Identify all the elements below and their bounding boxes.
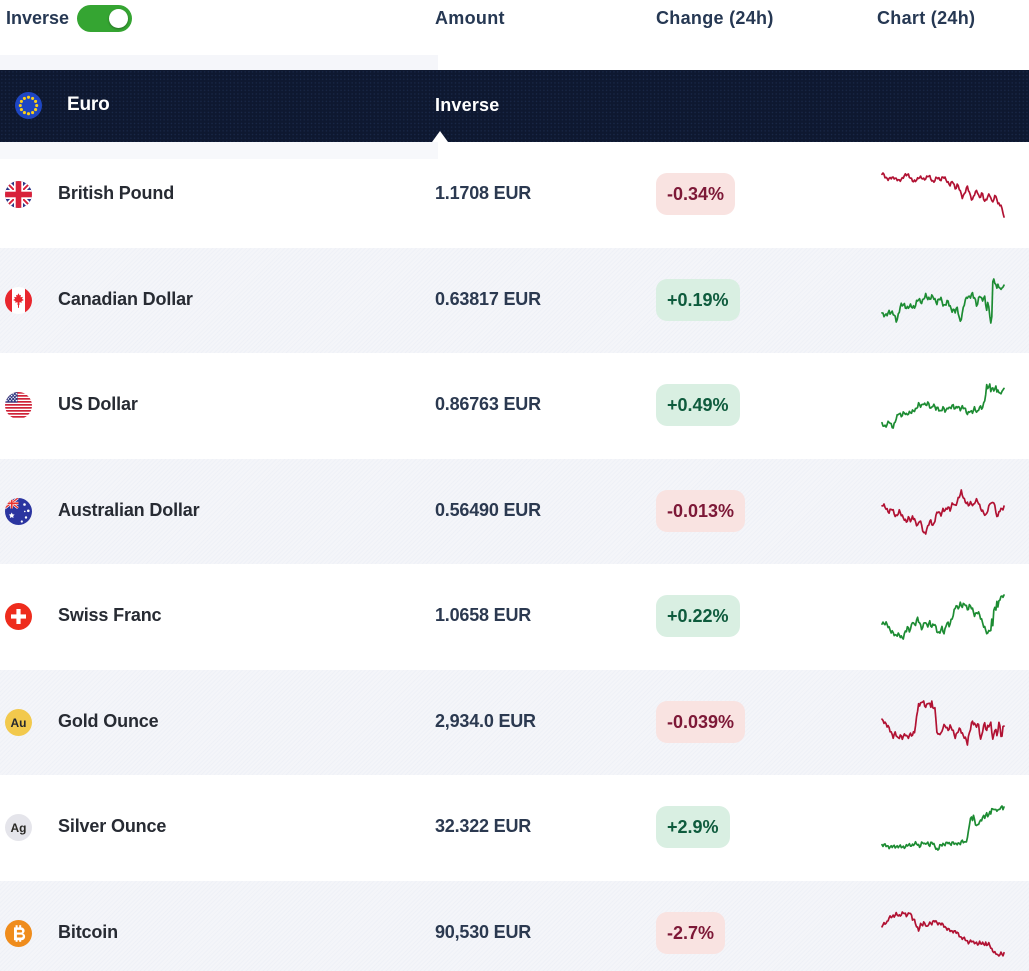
svg-text:Ag: Ag [11,821,27,835]
svg-text:Au: Au [11,715,27,729]
